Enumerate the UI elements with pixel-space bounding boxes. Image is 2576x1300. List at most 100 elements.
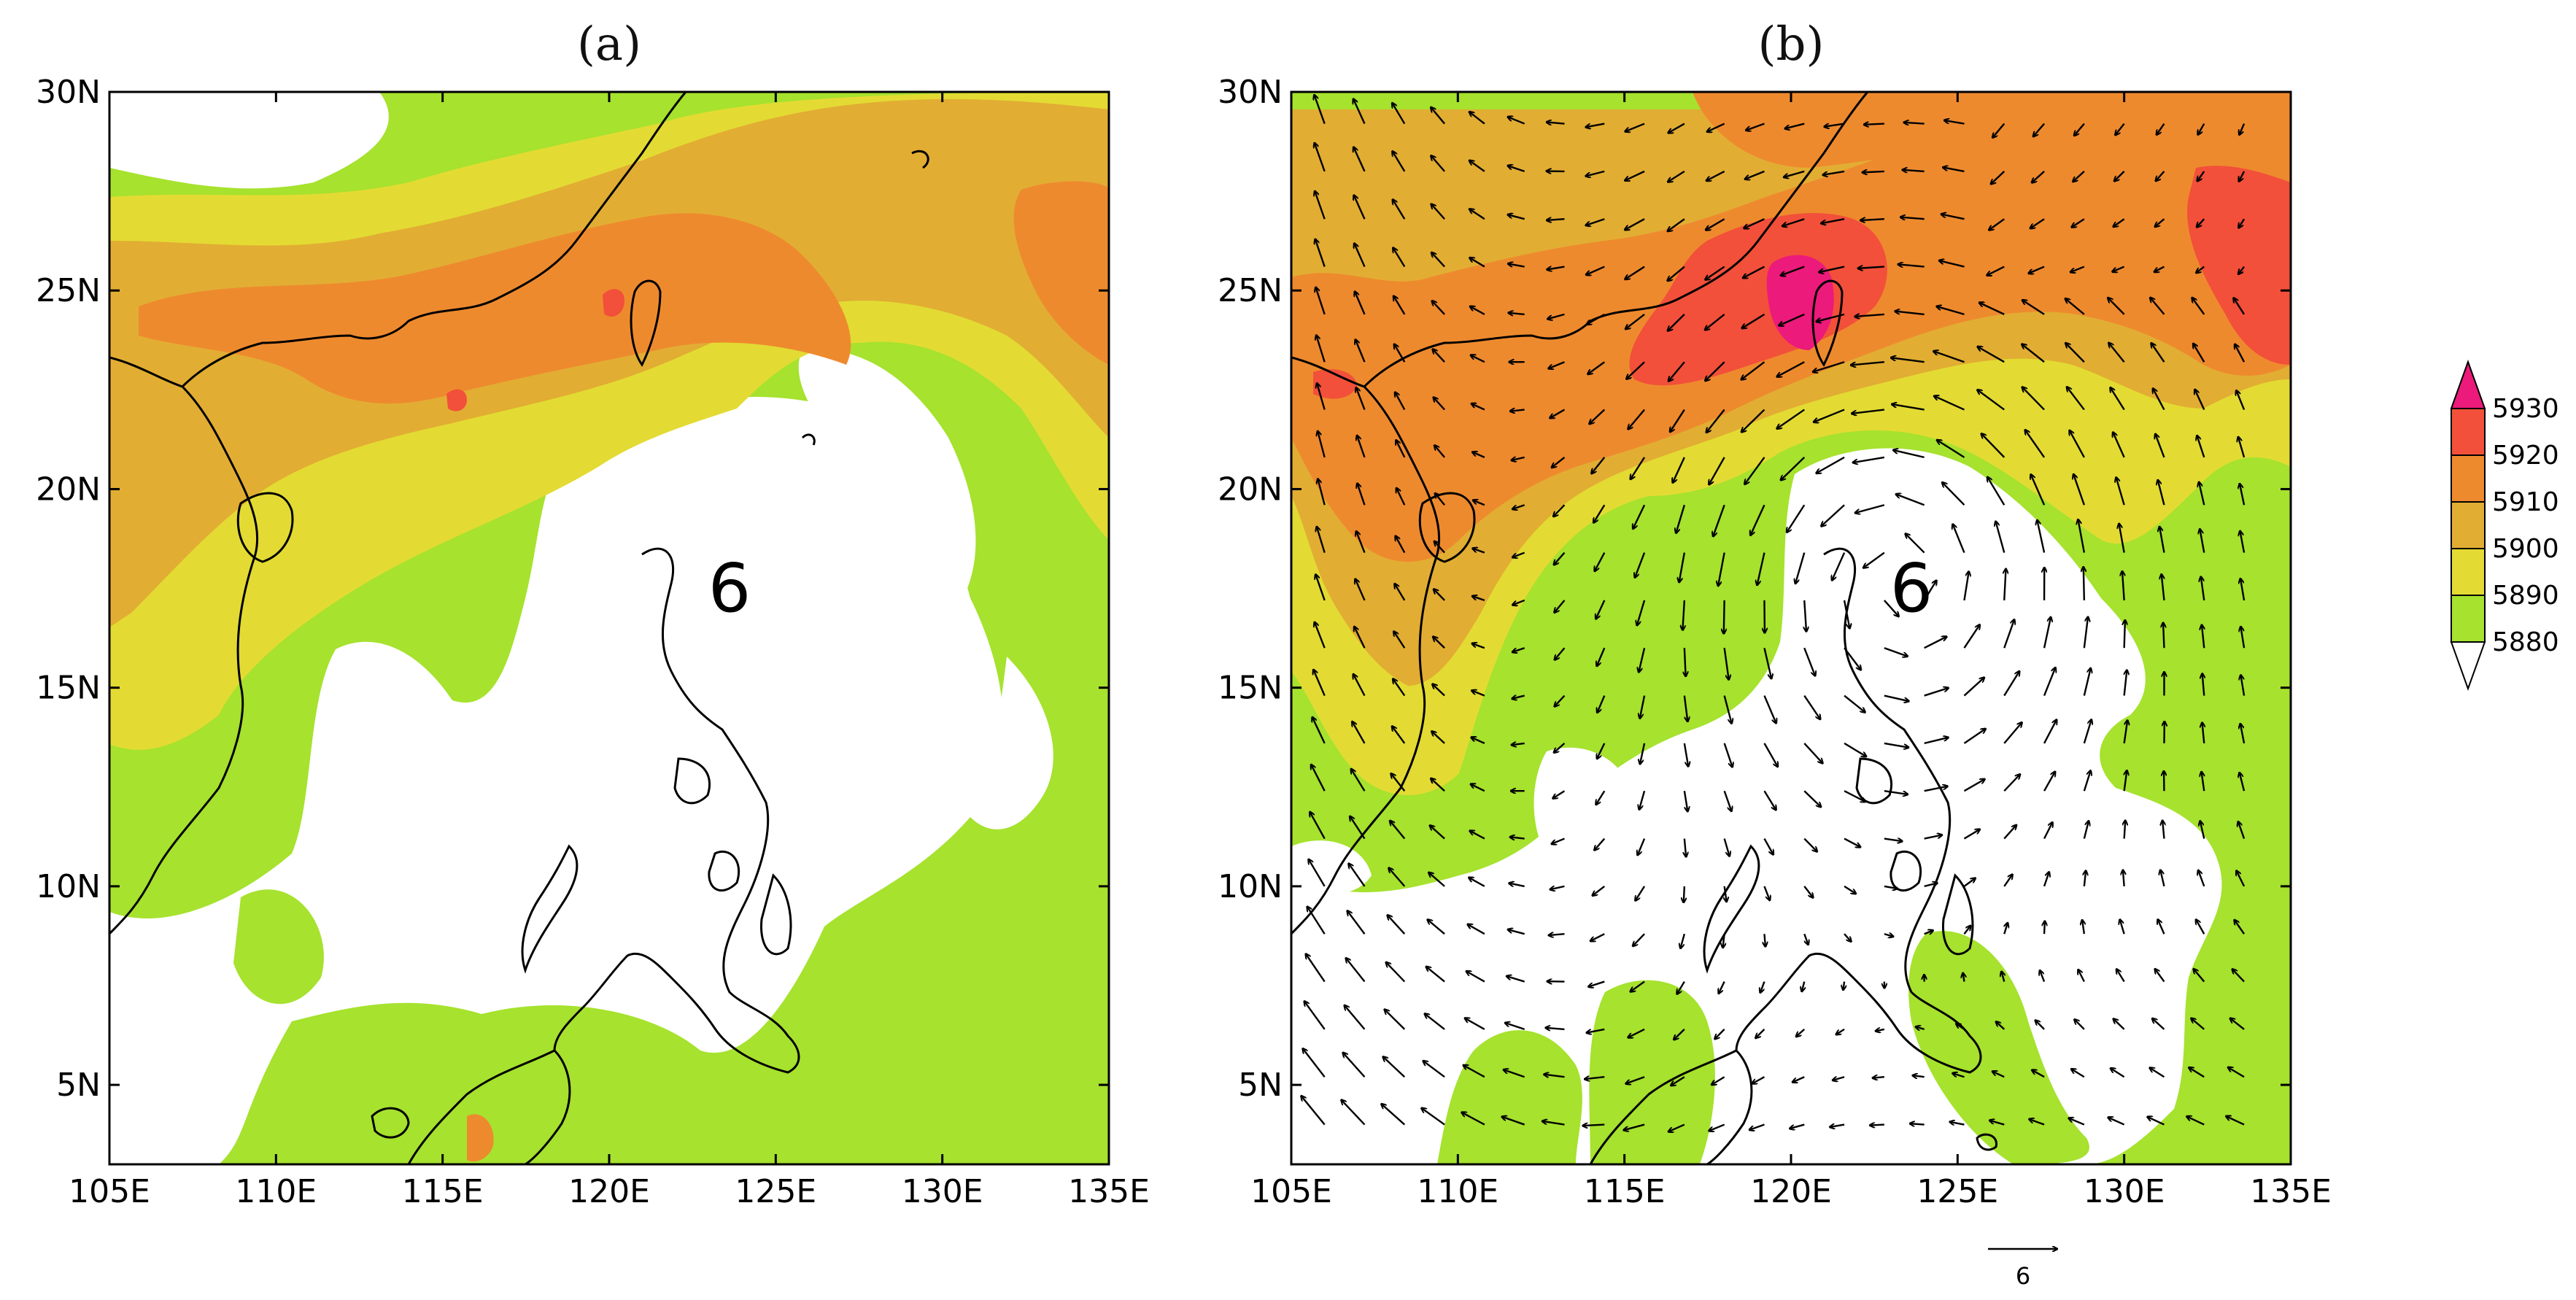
wind-arrow [1685,648,1686,676]
wind-arrow [1934,396,1965,411]
wind-arrow [2114,171,2125,181]
wind-arrow [2083,617,2088,649]
wind-arrow [1508,263,1525,268]
wind-arrow [1719,981,1725,994]
wind-arrow [1553,504,1566,516]
wind-arrow [1858,267,1884,268]
wind-arrow [1722,934,1724,948]
wind-arrow [1430,825,1445,840]
wind-arrow [1586,218,1605,225]
wind-arrow [1750,504,1765,535]
wind-arrow [1351,769,1366,792]
wind-arrow [2230,1018,2245,1030]
wind-arrow [1597,647,1606,666]
wind-arrow [1315,239,1326,267]
wind-arrow [1679,552,1686,583]
wind-arrow [1595,552,1606,571]
wind-arrow [1626,361,1645,379]
wind-arrow [1950,1122,1965,1125]
wind-arrow [1304,1001,1326,1030]
wind-arrow [1668,1123,1685,1132]
wind-arrow [1803,886,1813,898]
panel-a-white-east [970,657,1053,829]
panel-b-ticks: 105E 110E 115E 120E 125E 130E 135E 5N 10N 15N 20N 2… [1218,74,2332,1210]
wind-arrow [1433,637,1445,649]
panel-a-white-gap [233,889,324,1005]
wind-arrow [1510,410,1525,411]
wind-arrow [1895,312,1925,316]
wind-arrow [1512,552,1525,557]
wind-arrow [1589,409,1606,425]
wind-arrow [1468,924,1485,935]
wind-arrow [1432,301,1445,315]
wind-arrow [1680,933,1686,948]
wind-arrow [1393,631,1406,649]
wind-arrow [1746,123,1765,131]
colorbar-label: 5890 [2492,581,2559,611]
wind-arrow [1723,743,1733,767]
colorbar-cell [2451,408,2486,456]
colorbar-cell [2451,595,2486,643]
wind-arrow [2003,671,2019,697]
panel-a-ticks: 105E 110E 115E 120E 125E 130E 135E 5N 10N 15N 20N 2… [36,74,1150,1210]
wind-arrow [1434,445,1445,458]
wind-arrow [1512,599,1525,605]
wind-arrow [2065,298,2085,315]
wind-arrow [1989,218,2005,230]
wind-arrow [1547,313,1565,319]
wind-arrow [1668,218,1685,231]
wind-arrow [1552,837,1565,844]
wind-arrow [1677,980,1685,994]
wind-arrow [1891,357,1925,363]
wind-arrow [1315,191,1326,220]
wind-arrow [1587,313,1605,325]
wind-arrow [1711,1076,1725,1085]
wind-arrow [2078,519,2086,553]
wind-arrow [1434,541,1445,554]
wind-arrow [2150,1068,2165,1078]
wind-arrow [2123,720,2128,744]
colorbar-label: 5880 [2492,627,2559,657]
wind-arrow [1824,123,1845,127]
wind-arrow [1792,1076,1805,1082]
wind-arrow [1431,204,1445,220]
wind-arrow [2238,266,2246,274]
wind-arrow [1512,647,1525,652]
wind-arrow [1803,837,1817,852]
wind-arrow [1963,729,1985,744]
y-tick-label: 5N [1238,1067,1283,1104]
colorbar-label: 5900 [2492,534,2559,564]
wind-arrow [1884,790,1908,794]
wind-arrow [1668,123,1685,134]
wind-arrow [2120,919,2125,935]
wind-arrow [1357,483,1366,506]
wind-arrow [1803,647,1815,676]
y-tick-label: 30N [36,74,101,111]
wind-arrow [1345,1005,1366,1030]
wind-arrow [1393,151,1406,172]
wind-arrow [2201,576,2205,601]
wind-arrow [1315,622,1326,649]
wind-arrow [1924,883,1938,888]
wind-arrow [2022,300,2045,315]
wind-arrow [2124,821,2126,839]
wind-arrow [1956,1024,1965,1030]
wind-arrow [1752,1076,1765,1083]
wind-arrow [1423,1061,1445,1078]
wind-arrow [2074,1019,2085,1030]
wind-arrow [1318,431,1326,458]
wind-arrow [1855,504,1885,513]
wind-arrow [1631,980,1645,992]
wind-arrow [2240,531,2246,553]
wind-arrow [1884,742,1908,748]
x-tick-label: 110E [1417,1173,1498,1210]
wind-arrow [2037,520,2046,553]
wind-arrow [2234,298,2246,315]
wind-arrow [1386,962,1406,983]
wind-arrow [1461,1113,1485,1126]
wind-arrow [1388,915,1406,935]
wind-arrow [2122,571,2124,600]
wind-arrow [1924,835,1942,840]
wind-arrow [2108,298,2125,315]
wind-arrow [2153,388,2165,411]
